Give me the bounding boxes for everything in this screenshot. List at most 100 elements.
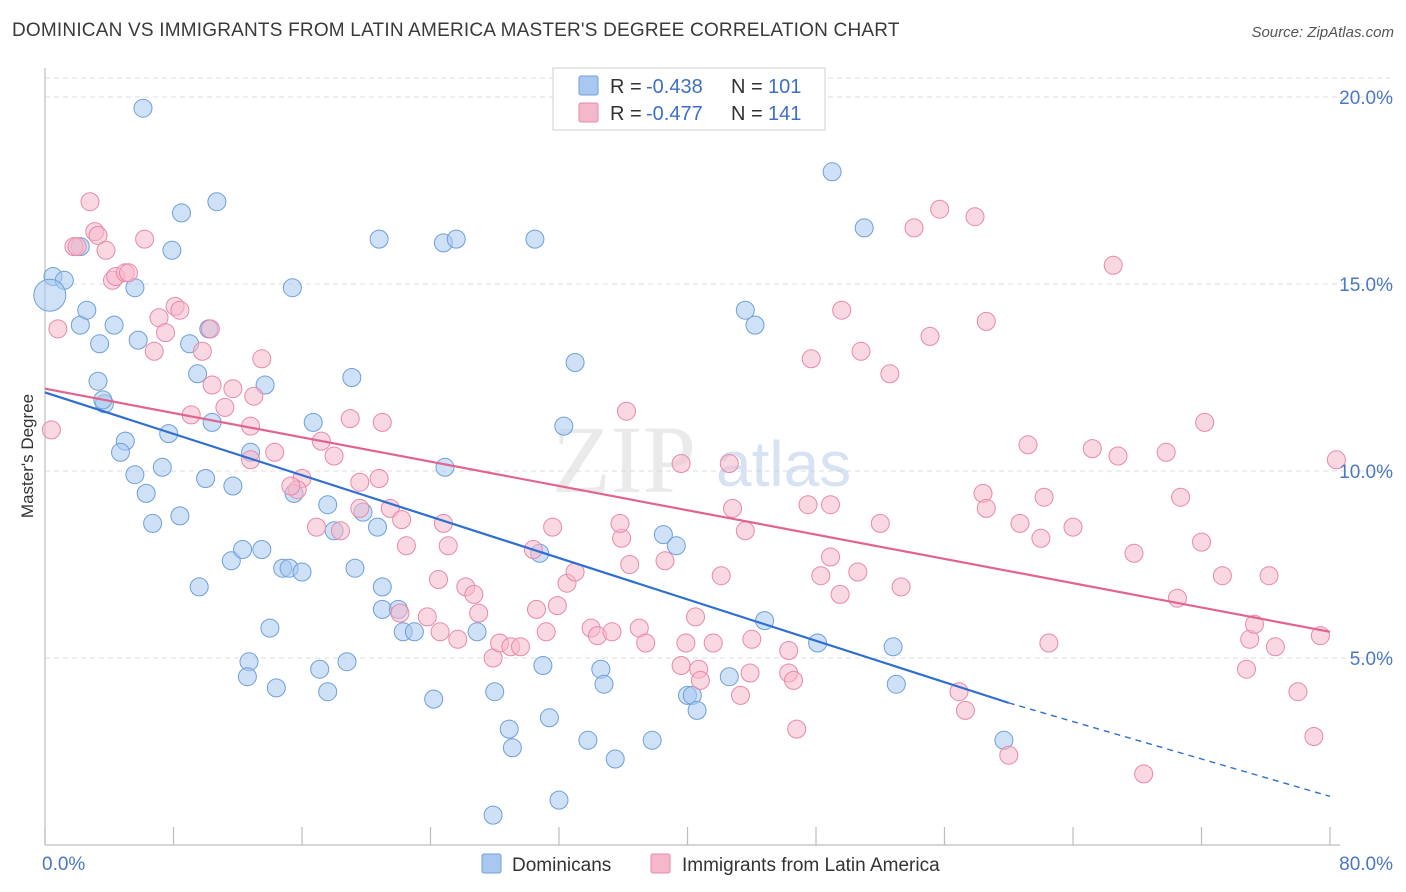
dominican-point — [435, 457, 455, 477]
immigrant-point — [870, 513, 890, 533]
dominican-point — [33, 278, 67, 312]
immigrant-point — [1156, 442, 1176, 462]
immigrant-point — [135, 229, 155, 249]
legend-r-label-2: R = — [610, 103, 642, 125]
dominican-point — [525, 229, 545, 249]
tick-labels: 5.0% 10.0% 15.0% 20.0% 0.0% 80.0% — [42, 88, 1393, 875]
immigrant-point — [955, 700, 975, 720]
dominican-point — [77, 300, 97, 320]
dominican-point — [578, 730, 598, 750]
trend-line-extension-dominicans — [1008, 702, 1331, 798]
immigrant-point — [798, 495, 818, 515]
scatter-points — [33, 98, 1346, 825]
x-tick-label-0: 0.0% — [42, 854, 85, 875]
dominican-point — [159, 424, 179, 444]
y-tick-label-0: 5.0% — [1350, 649, 1393, 670]
dominican-point — [125, 465, 145, 485]
immigrant-point — [784, 670, 803, 690]
dominican-point — [237, 667, 257, 687]
immigrant-point — [1237, 659, 1256, 679]
trend-lines — [44, 387, 1331, 798]
immigrant-point — [1018, 435, 1038, 455]
bottom-legend-label-immigrants: Immigrants from Latin America — [682, 855, 940, 876]
dominican-point — [719, 667, 739, 687]
immigrant-point — [904, 218, 924, 238]
legend-n-label-1: N = — [731, 76, 763, 98]
bottom-legend-label-dominicans: Dominicans — [512, 855, 611, 876]
dominican-point — [221, 551, 241, 571]
dominican-point — [549, 790, 569, 810]
immigrant-point — [331, 521, 350, 541]
dominican-point — [424, 689, 444, 709]
dominican-point — [170, 506, 190, 526]
dominican-point — [446, 229, 466, 249]
dominican-point — [368, 517, 387, 537]
immigrant-point — [380, 498, 400, 518]
bottom-legend-swatch-dominicans — [481, 853, 502, 874]
immigrant-point — [1245, 614, 1264, 634]
immigrant-point — [1288, 682, 1308, 702]
dominican-point — [111, 442, 130, 462]
immigrant-point — [999, 745, 1019, 765]
immigrant-point — [787, 719, 807, 739]
dominican-point — [345, 558, 365, 578]
immigrant-point — [1192, 532, 1211, 552]
immigrant-point — [307, 517, 326, 537]
dominican-point — [642, 730, 662, 750]
immigrant-point — [430, 622, 450, 642]
legend-r-label-1: R = — [610, 76, 642, 98]
bottom-legend-swatch-immigrants — [650, 853, 671, 874]
immigrant-point — [448, 629, 468, 649]
immigrant-point — [511, 637, 530, 657]
dominican-point — [318, 682, 338, 702]
source-text: Source: ZipAtlas.com — [1251, 24, 1394, 41]
immigrant-point — [711, 566, 731, 586]
immigrant-point — [1039, 633, 1059, 653]
immigrant-point — [690, 670, 710, 690]
y-tick-label-1: 10.0% — [1339, 462, 1393, 483]
immigrant-point — [1108, 446, 1128, 466]
dominican-point — [196, 469, 216, 488]
x-tick-label-1: 80.0% — [1339, 854, 1393, 875]
immigrant-point — [324, 446, 344, 466]
immigrant-point — [1134, 764, 1154, 784]
y-tick-label-2: 15.0% — [1339, 275, 1393, 296]
immigrant-point — [848, 562, 868, 582]
immigrant-point — [96, 240, 116, 260]
dominican-point — [252, 540, 272, 559]
legend-n-label-2: N = — [731, 103, 763, 125]
grid-lines — [45, 77, 1390, 659]
immigrant-point — [88, 225, 108, 245]
immigrant-point — [215, 397, 235, 417]
immigrant-point — [469, 603, 489, 623]
dominican-point — [808, 633, 828, 653]
dominican-point — [189, 577, 209, 597]
trend-line-dominicans — [44, 391, 1010, 704]
dominican-point — [303, 412, 323, 432]
immigrant-point — [350, 472, 370, 492]
immigrant-point — [976, 311, 996, 331]
dominican-point — [207, 192, 227, 212]
legend-n-value-2: 141 — [768, 103, 801, 125]
y-axis-title: Master's Degree — [18, 394, 37, 518]
immigrant-point — [80, 192, 100, 212]
immigrant-point — [1031, 528, 1051, 548]
immigrant-point — [202, 375, 222, 395]
legend-n-value-1: 101 — [768, 76, 801, 98]
dominican-point — [223, 476, 243, 496]
immigrant-point — [740, 663, 760, 683]
y-tick-label-3: 20.0% — [1339, 88, 1393, 109]
dominican-point — [136, 483, 156, 503]
immigrant-point — [620, 555, 640, 574]
dominican-point — [337, 652, 357, 672]
dominican-point — [687, 700, 707, 720]
dominican-point — [255, 375, 275, 395]
immigrant-point — [170, 300, 190, 320]
dominican-point — [605, 749, 625, 769]
dominican-point — [883, 637, 903, 657]
immigrant-point — [438, 536, 458, 556]
dominican-point — [104, 315, 124, 335]
dominican-point — [502, 738, 522, 758]
dominican-point — [162, 240, 182, 260]
